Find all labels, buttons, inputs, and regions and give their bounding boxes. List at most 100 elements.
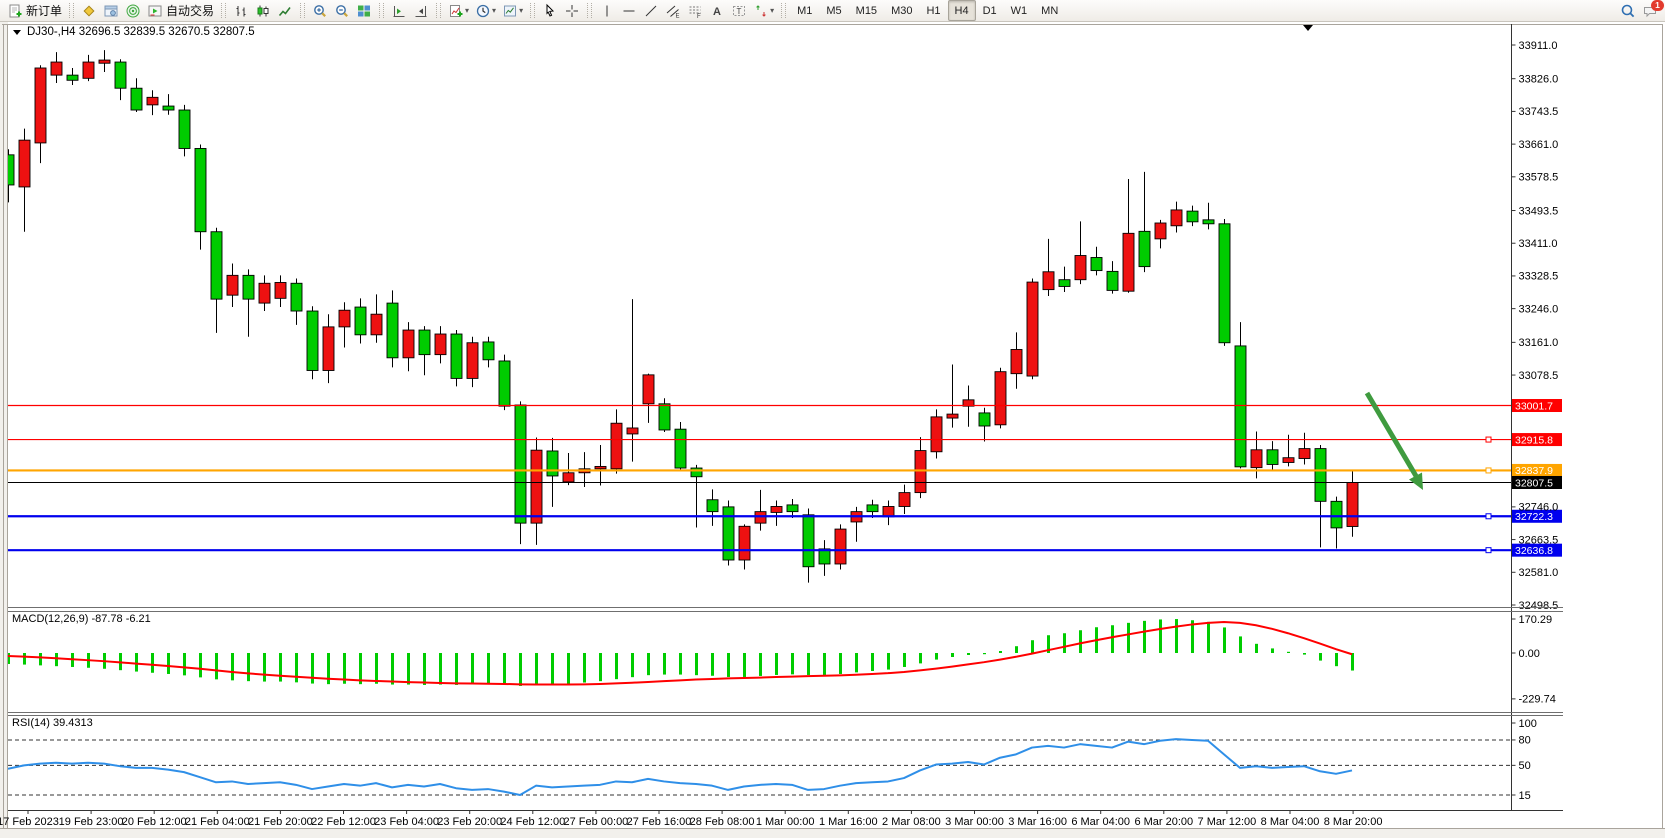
chart-menu-icon[interactable] [13,29,21,35]
candle [738,525,751,561]
zoom-out-button[interactable] [331,0,353,21]
price-tag-label: 32636.8 [1515,545,1553,557]
arrow-object[interactable] [1364,391,1419,478]
rsi-axis-label: 100 [1519,718,1537,730]
candle [450,333,463,379]
equidistant-channel-button[interactable]: E [662,0,684,21]
bar-chart-button[interactable] [230,0,252,21]
timeframe-d1[interactable]: D1 [982,4,997,17]
horizontal-line-button[interactable] [618,0,640,21]
arrow-head[interactable] [1409,472,1423,491]
candle [1042,271,1055,291]
price-axis-label: 33411.0 [1519,238,1558,250]
auto-scroll-button[interactable] [410,0,432,21]
candlestick-icon [255,3,271,19]
candles-layer [8,50,1359,583]
candle [802,514,815,568]
templates-button[interactable]: ▾ [499,0,526,21]
hline-marker[interactable] [1485,547,1492,554]
candle [1026,281,1039,377]
periods-button[interactable]: ▾ [472,0,499,21]
candle [1138,230,1151,268]
candle [1330,500,1343,529]
timeframe-m5[interactable]: M5 [826,4,842,17]
timeframe-mn[interactable]: MN [1041,4,1059,17]
time-axis-label: 27 Feb 16:00 [627,816,692,828]
zoom-in-icon [312,3,328,19]
notification-badge: 1 [1651,0,1664,11]
auto-trading-icon [147,3,163,19]
zoom-out-icon [334,3,350,19]
candlestick-button[interactable] [252,0,274,21]
navigator-button[interactable] [122,0,144,21]
search-button[interactable] [1617,0,1639,21]
auto-trading-button-label: 自动交易 [166,4,215,18]
hline-marker[interactable] [1485,513,1492,520]
text-button[interactable]: A [706,0,728,21]
timeframe-m15[interactable]: M15 [855,4,878,17]
time-axis-label: 7 Mar 12:00 [1198,816,1257,828]
toolbar-separator [379,3,385,18]
crosshair-button[interactable] [561,0,583,21]
line-chart-icon [277,3,293,19]
candle [546,450,559,477]
tile-windows-button[interactable] [353,0,375,21]
market-watch-button[interactable] [78,0,100,21]
time-axis-label: 8 Mar 20:00 [1324,816,1383,828]
scroll-marker-icon[interactable] [1303,25,1313,31]
arrows-button[interactable]: ▾ [750,0,777,21]
indicators-button[interactable]: ▾ [445,0,472,21]
line-chart-button[interactable] [274,0,296,21]
vertical-line-button[interactable] [596,0,618,21]
candle [82,61,95,79]
cursor-button[interactable] [539,0,561,21]
time-axis-label: 3 Mar 00:00 [945,816,1004,828]
timeframe-m30[interactable]: M30 [891,4,913,17]
price-tag [1512,399,1562,413]
candle [898,492,911,507]
chevron-down-icon: ▾ [519,6,524,15]
candle [770,506,783,513]
new-order-button[interactable]: 新订单 [4,0,65,21]
chart-shift-icon [391,3,407,19]
timeframe-w1[interactable]: W1 [1010,4,1028,17]
trendline-icon [643,3,659,19]
data-window-button[interactable] [100,0,122,21]
auto-trading-button[interactable]: 自动交易 [144,0,217,21]
timeframe-h1[interactable]: H1 [926,4,941,17]
data-window-icon [103,3,119,19]
notifications-button[interactable]: 1 [1639,0,1664,21]
zoom-in-button[interactable] [309,0,331,21]
timeframe-h4[interactable]: H4 [947,0,976,21]
chevron-down-icon: ▾ [492,6,497,15]
candle [434,333,447,356]
timeframe-m1[interactable]: M1 [797,4,813,17]
candle [130,87,143,111]
candle [162,105,175,111]
price-tag [1512,433,1562,447]
rsi-indicator-label: RSI(14) 39.4313 [12,717,93,729]
macd-signal-line [8,621,1353,686]
tile-windows-icon [356,3,372,19]
price-axis-label: 33911.0 [1519,40,1558,52]
candle [1186,210,1199,223]
price-tag [1512,463,1562,477]
chart-shift-button[interactable] [388,0,410,21]
chevron-down-icon: ▾ [770,6,775,15]
candle [962,399,975,407]
hline-marker[interactable] [1485,467,1492,474]
macd-axis-label: 170.29 [1519,614,1553,626]
arrows-icon [753,3,769,19]
price-axis-label: 33328.5 [1519,271,1559,283]
svg-text:A: A [713,6,721,18]
fibonacci-button[interactable]: F [684,0,706,21]
text-label-button[interactable]: T [728,0,750,21]
new-order-icon [7,3,23,19]
trendline-button[interactable] [640,0,662,21]
hline-marker[interactable] [1485,436,1492,443]
time-axis-label: 6 Mar 20:00 [1134,816,1193,828]
toolbar-separator [436,3,442,18]
candle [50,61,63,76]
